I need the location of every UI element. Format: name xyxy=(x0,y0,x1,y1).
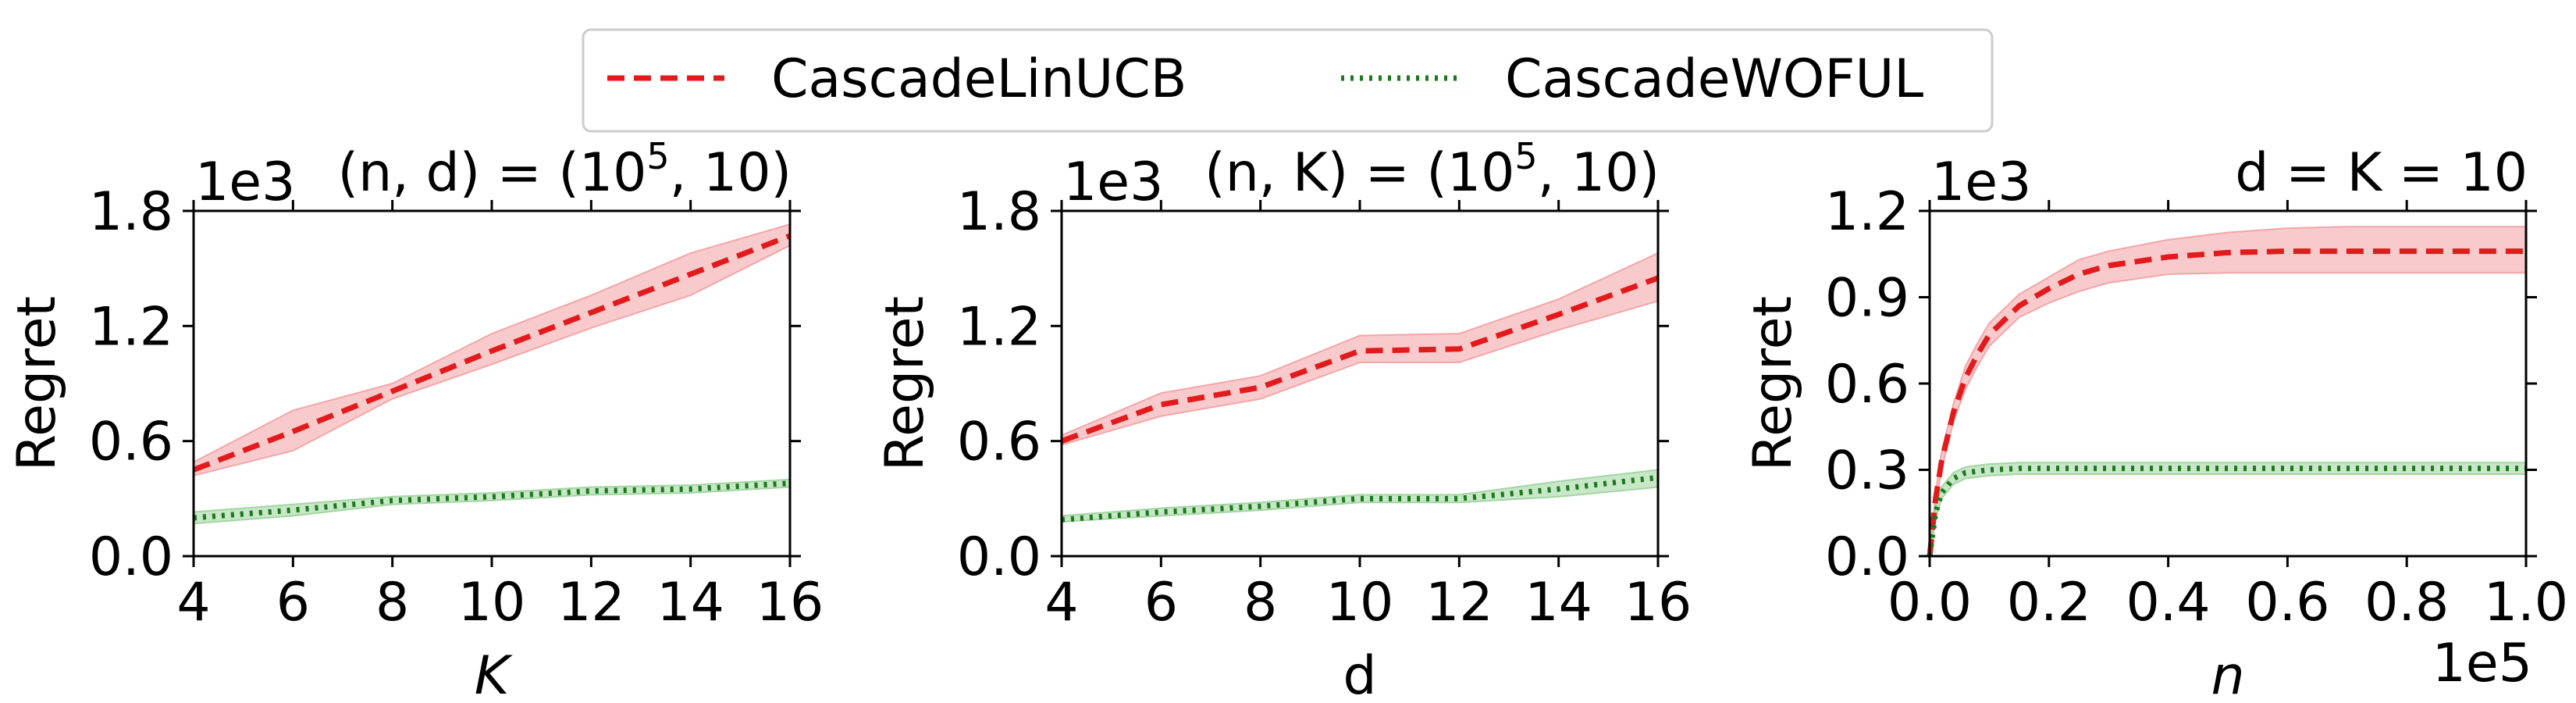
axes-frame xyxy=(1060,209,1660,558)
y-tick-label: 1.2 xyxy=(1825,181,1909,243)
chart-panels: 4 6 8 10 12 14 16 0.0 0.6 1.2 1.8 K Regret 1e3 (n, d) … xyxy=(6,135,2568,703)
x-tick-label: 1.0 xyxy=(2484,572,2568,633)
confidence-band-linucb xyxy=(1929,226,2527,557)
y-tick-label: 1.8 xyxy=(957,181,1041,243)
legend-box xyxy=(582,28,1994,133)
y-scale-label: 1e3 xyxy=(1931,152,2031,213)
y-tick-label: 0.0 xyxy=(957,526,1041,588)
series-line-linucb xyxy=(1060,275,1660,444)
panel-title: (n, K) = (105, 10) xyxy=(1204,135,1660,204)
x-tick-label: 0.8 xyxy=(2364,572,2449,633)
panel-title: (n, d) = (105, 10) xyxy=(338,135,792,204)
y-tick-label: 1.8 xyxy=(89,181,173,243)
x-scale-label: 1e5 xyxy=(2432,633,2532,694)
chart-panel-2: 4 6 8 10 12 14 16 0.0 0.6 1.2 1.8 d Regret 1e3 (n, K) … xyxy=(874,135,1692,703)
x-tick-label: 0.6 xyxy=(2245,572,2329,633)
x-tick-label: 8 xyxy=(1244,572,1277,633)
series-line-linucb xyxy=(1927,248,2526,557)
y-axis-label: Regret xyxy=(6,296,68,471)
x-tick-label: 10 xyxy=(1326,572,1394,633)
y-tick-label: 0.0 xyxy=(89,526,173,588)
x-tick-label: 6 xyxy=(276,572,310,633)
chart-panel-1: 4 6 8 10 12 14 16 0.0 0.6 1.2 1.8 K Regret 1e3 (n, d) … xyxy=(6,135,824,703)
legend-label-woful: CascadeWOFUL xyxy=(1505,48,1923,110)
x-axis-label: d xyxy=(1343,645,1376,703)
x-tick-label: 0.2 xyxy=(2007,572,2091,633)
panel-title: d = K = 10 xyxy=(2235,142,2528,204)
x-tick-label: 12 xyxy=(1425,572,1493,633)
y-tick-label: 0.9 xyxy=(1825,268,1909,330)
x-tick-label: 6 xyxy=(1144,572,1178,633)
y-axis-label: Regret xyxy=(1742,296,1804,471)
x-axis-label: K xyxy=(475,645,514,703)
chart-panel-3: 0.0 0.2 0.4 0.6 0.8 1.0 0.0 0.3 0.6 0.9 1.2 n Regret… xyxy=(1742,142,2568,703)
x-tick-label: 16 xyxy=(756,572,824,633)
confidence-band-woful xyxy=(1061,469,1659,523)
y-tick-label: 0.3 xyxy=(1825,441,1909,502)
legend-label-linucb: CascadeLinUCB xyxy=(771,48,1187,110)
confidence-band-woful xyxy=(1929,462,2527,557)
confidence-band-linucb xyxy=(1061,252,1659,446)
series-line-woful xyxy=(1061,474,1659,523)
y-axis-label: Regret xyxy=(874,296,936,471)
x-tick-label: 10 xyxy=(458,572,526,633)
y-tick-label: 0.0 xyxy=(1825,526,1909,588)
x-tick-label: 16 xyxy=(1624,572,1692,633)
y-tick-label: 0.6 xyxy=(1825,354,1909,416)
y-tick-label: 1.2 xyxy=(957,296,1041,358)
y-tick-label: 1.2 xyxy=(89,296,173,358)
y-tick-label: 0.6 xyxy=(89,412,173,473)
x-tick-label: 0.4 xyxy=(2126,572,2211,633)
series-line-woful xyxy=(1927,466,2526,557)
y-scale-label: 1e3 xyxy=(195,152,295,213)
y-scale-label: 1e3 xyxy=(1063,152,1163,213)
x-tick-label: 8 xyxy=(375,572,409,633)
series-line-woful xyxy=(193,480,791,521)
series-line-linucb xyxy=(192,233,792,473)
x-tick-label: 12 xyxy=(557,572,625,633)
x-tick-label: 4 xyxy=(1044,572,1078,633)
x-tick-label: 0.0 xyxy=(1888,572,1972,633)
x-tick-label: 14 xyxy=(656,572,724,633)
legend: CascadeLinUCB CascadeWOFUL xyxy=(582,28,1994,133)
x-tick-label: 14 xyxy=(1525,572,1592,633)
y-tick-label: 0.6 xyxy=(957,412,1041,473)
x-axis-label: n xyxy=(2211,645,2244,703)
x-tick-label: 4 xyxy=(176,572,210,633)
